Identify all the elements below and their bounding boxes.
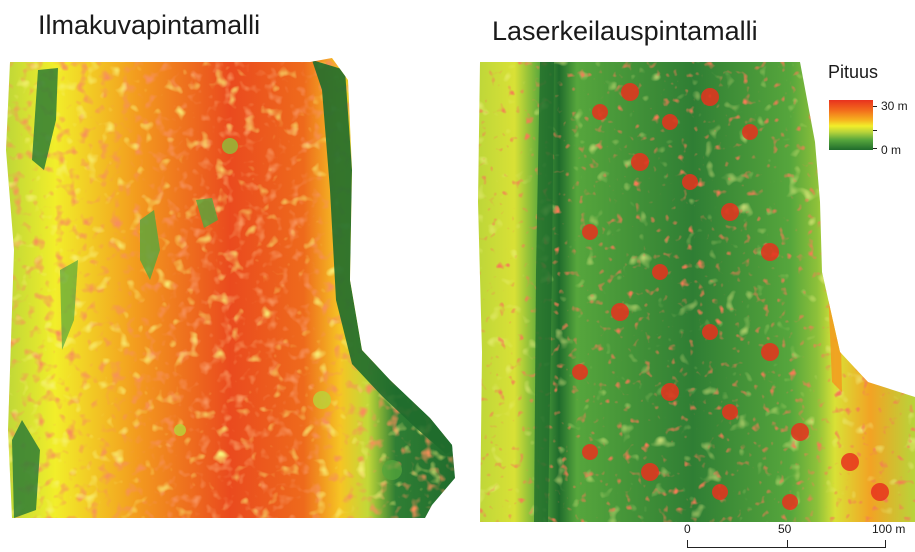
legend-tick-max [873,106,877,107]
scale-tick-0 [687,540,688,548]
legend-min-label: 0 m [881,143,902,157]
legend-tick-min [873,148,877,149]
scale-label-50: 50 [778,522,792,536]
left-map-title: Ilmakuvapintamalli [38,10,261,40]
right-map-title: Laserkeilauspintamalli [492,16,758,46]
legend-title: Pituus [828,62,879,82]
legend-tick-mid [873,130,877,131]
legend-max-label: 30 m [881,99,908,113]
scale-line [687,547,886,548]
scale-label-100: 100 m [872,522,906,536]
scale-bar: 0 50 100 m [640,520,915,552]
legend-color-ramp [829,100,873,150]
height-legend: Pituus 30 m 0 m [826,62,915,162]
scale-tick-100 [885,540,886,548]
aerial-surface-model-map [6,58,455,518]
scale-tick-50 [787,540,788,548]
scale-label-0: 0 [684,522,691,536]
